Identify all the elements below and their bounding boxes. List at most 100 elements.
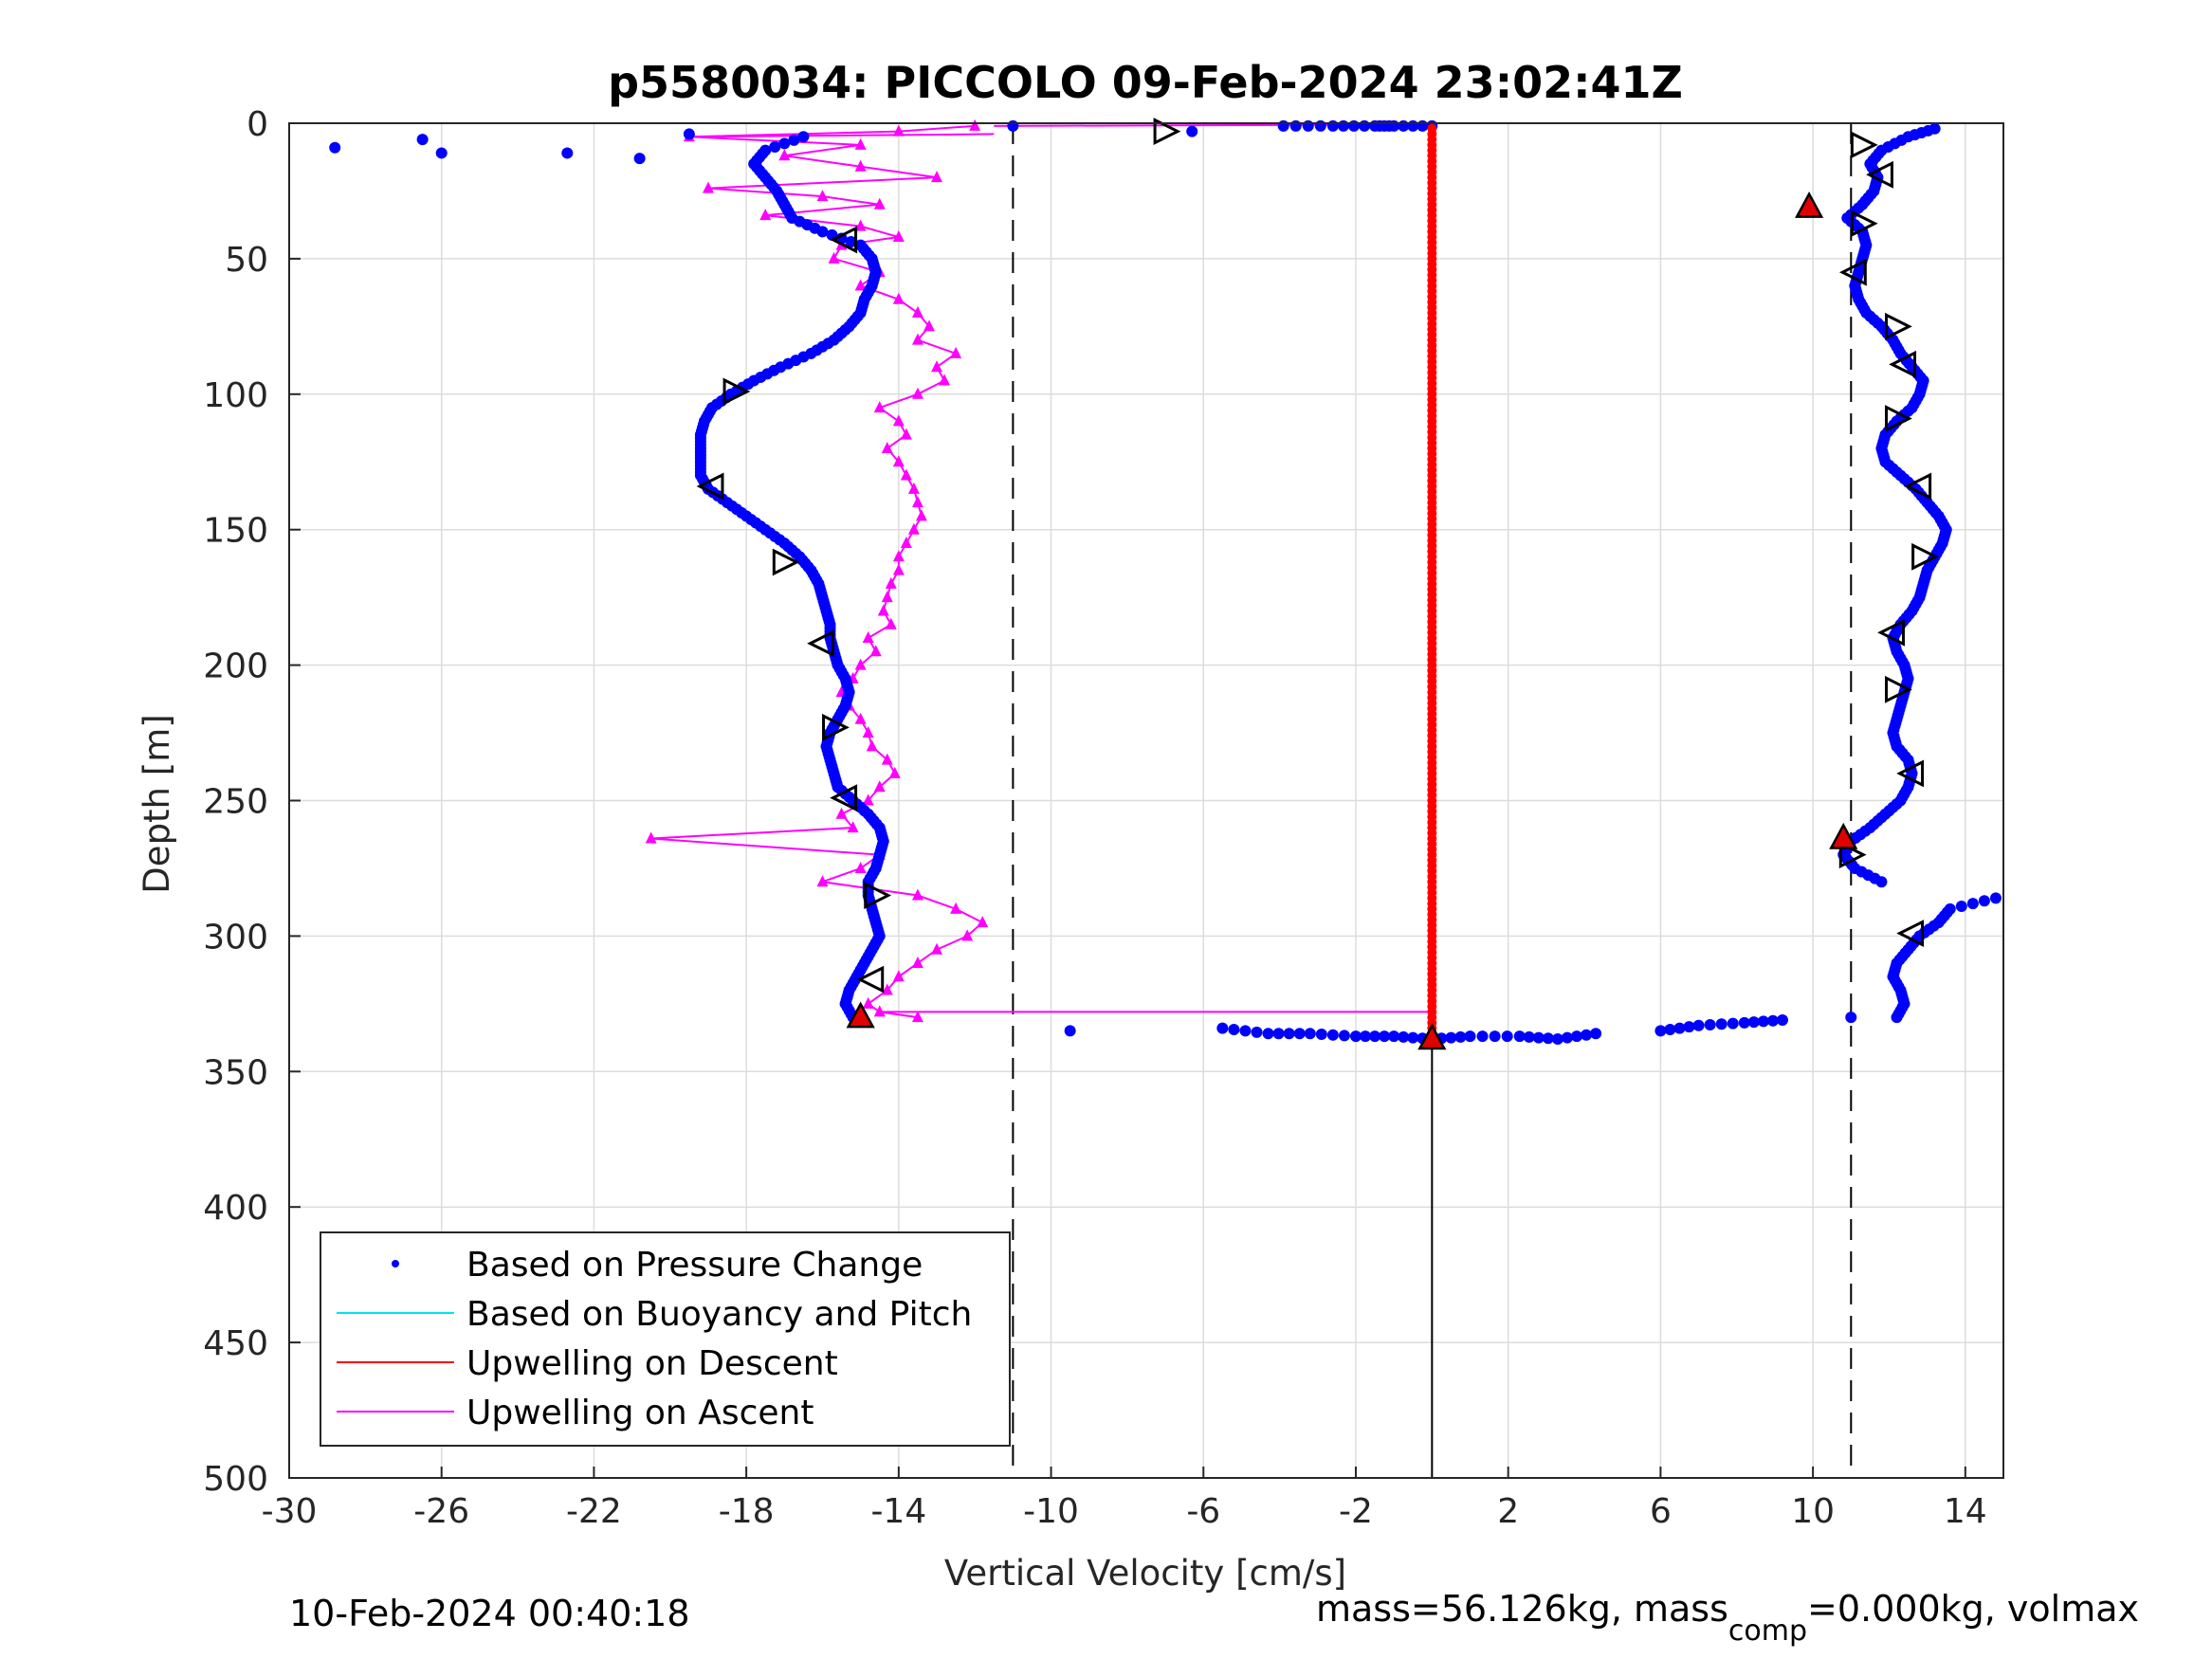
open-triangle-marker — [772, 548, 800, 576]
pressure-change-point — [1262, 1028, 1274, 1040]
pressure-change-point — [1673, 1022, 1686, 1034]
x-tick-labels: -30 -26 -22 -18 -14 -10 -6 -2 2 6 10 14 — [262, 1492, 1987, 1531]
pressure-change-point — [1873, 148, 1885, 160]
pressure-change-point — [1966, 898, 1979, 910]
ascent-upwelling-point — [900, 536, 912, 548]
x-tick-label: 2 — [1497, 1492, 1519, 1531]
pressure-change-point — [1766, 1014, 1779, 1027]
pressure-change-point — [329, 141, 341, 154]
pressure-change-point — [1272, 1028, 1285, 1040]
pressure-change-point — [736, 506, 748, 519]
x-tick-label: -18 — [719, 1492, 775, 1531]
pressure-change-point — [1692, 1019, 1705, 1031]
pressure-change-point — [683, 128, 695, 140]
pressure-change-point — [1349, 1030, 1362, 1043]
ascent-upwelling-point — [888, 766, 901, 778]
pressure-change-point — [845, 236, 857, 248]
pressure-change-point — [1379, 1030, 1391, 1043]
pressure-change-point — [1941, 906, 1953, 919]
pressure-change-point — [1314, 119, 1326, 132]
x-tick-label: -30 — [262, 1492, 318, 1531]
ascent-upwelling-point — [900, 468, 912, 481]
ascent-upwelling-point — [862, 631, 874, 644]
ascent-upwelling-point — [911, 1011, 923, 1023]
y-tick-label: 500 — [203, 1460, 268, 1499]
pressure-change-point — [1922, 124, 1934, 137]
pressure-change-point — [1417, 119, 1429, 132]
open-triangle-marker — [830, 226, 858, 254]
pressure-change-point — [1704, 1018, 1716, 1030]
pressure-change-point — [1064, 1025, 1076, 1037]
pressure-change-point — [1283, 1028, 1295, 1040]
legend-ascent-label: Upwelling on Ascent — [466, 1394, 814, 1432]
pressure-change-point — [832, 331, 844, 343]
pressure-change-point — [1581, 1029, 1593, 1041]
ascent-upwelling-point — [911, 496, 923, 508]
x-tick-label: -22 — [566, 1492, 622, 1531]
x-tick-label: -26 — [413, 1492, 469, 1531]
footer-timestamp: 10-Feb-2024 00:40:18 — [289, 1593, 690, 1634]
pressure-change-point — [1727, 1017, 1739, 1030]
ascent-upwelling-point — [977, 916, 989, 928]
pressure-change-point — [784, 209, 796, 221]
legend-box — [320, 1231, 1011, 1447]
pressure-change-point — [755, 520, 767, 533]
pressure-change-point — [1776, 1013, 1788, 1026]
footer-mass-sub: comp — [1728, 1614, 1807, 1648]
ascent-upwelling-point — [950, 902, 962, 914]
ascent-upwelling-point — [881, 441, 893, 453]
ascent-upwelling-point — [900, 428, 912, 440]
pressure-change-point — [1289, 119, 1302, 132]
pressure-change-point — [769, 141, 781, 154]
pressure-change-point — [797, 131, 810, 143]
y-tick-labels: 0 50 100 150 200 250 300 350 400 450 500 — [203, 105, 268, 1499]
ascent-upwelling-line — [650, 124, 984, 1019]
ascent-upwelling-point — [931, 360, 943, 373]
pressure-change-point — [1388, 1030, 1400, 1043]
pressure-change-point — [416, 134, 429, 146]
pressure-change-point — [1501, 1030, 1513, 1043]
upwelling-descent-series — [1427, 123, 1437, 1045]
open-triangle-marker — [1850, 210, 1878, 238]
ascent-upwelling-point — [911, 387, 923, 399]
pressure-change-point — [1489, 1030, 1501, 1043]
pressure-change-point — [1383, 119, 1396, 132]
pressure-change-point — [774, 534, 786, 546]
open-triangle-marker — [1153, 118, 1181, 146]
open-triangle-marker — [722, 377, 751, 406]
pressure-change-point — [1369, 1030, 1381, 1043]
ascent-connector — [688, 133, 995, 138]
footer-mass-suffix: =0.000kg, volmax — [1807, 1588, 2139, 1630]
open-triangle-marker — [1885, 312, 1912, 340]
ascent-upwelling-point — [847, 821, 859, 833]
ascent-upwelling-point — [907, 522, 920, 535]
ascent-upwelling-point — [885, 576, 897, 589]
pressure-change-point — [1738, 1016, 1750, 1029]
open-triangle-marker — [822, 713, 850, 741]
y-tick-label: 50 — [225, 241, 268, 280]
ascent-upwelling-point — [828, 251, 840, 264]
red-triangle-marker — [846, 1001, 875, 1029]
ascent-upwelling-point — [907, 482, 920, 494]
pressure-change-point — [1315, 1029, 1327, 1041]
axes-frame — [288, 122, 2004, 1479]
open-triangle-marker — [1866, 160, 1893, 189]
turn-markers — [696, 118, 1939, 1050]
ascent-upwelling-point — [702, 181, 714, 193]
pressure-change-point — [1551, 1033, 1563, 1046]
x-tick-label: -2 — [1339, 1492, 1373, 1531]
red-triangle-marker — [1829, 822, 1858, 849]
reference-lines — [1012, 123, 1853, 1478]
open-triangle-marker — [856, 965, 885, 994]
ascent-upwelling-point — [892, 124, 905, 137]
ascent-upwelling-point — [911, 333, 923, 345]
ascent-upwelling-point — [778, 149, 791, 161]
ascent-upwelling-point — [645, 831, 657, 844]
pressure-change-point — [1338, 1030, 1350, 1042]
pressure-change-point — [1571, 1030, 1583, 1043]
pressure-change-point — [811, 344, 823, 356]
pressure-change-point — [1251, 1026, 1263, 1038]
pressure-change-point — [1360, 1030, 1372, 1043]
pressure-change-point — [1304, 1028, 1316, 1040]
ascent-upwelling-point — [911, 888, 923, 901]
